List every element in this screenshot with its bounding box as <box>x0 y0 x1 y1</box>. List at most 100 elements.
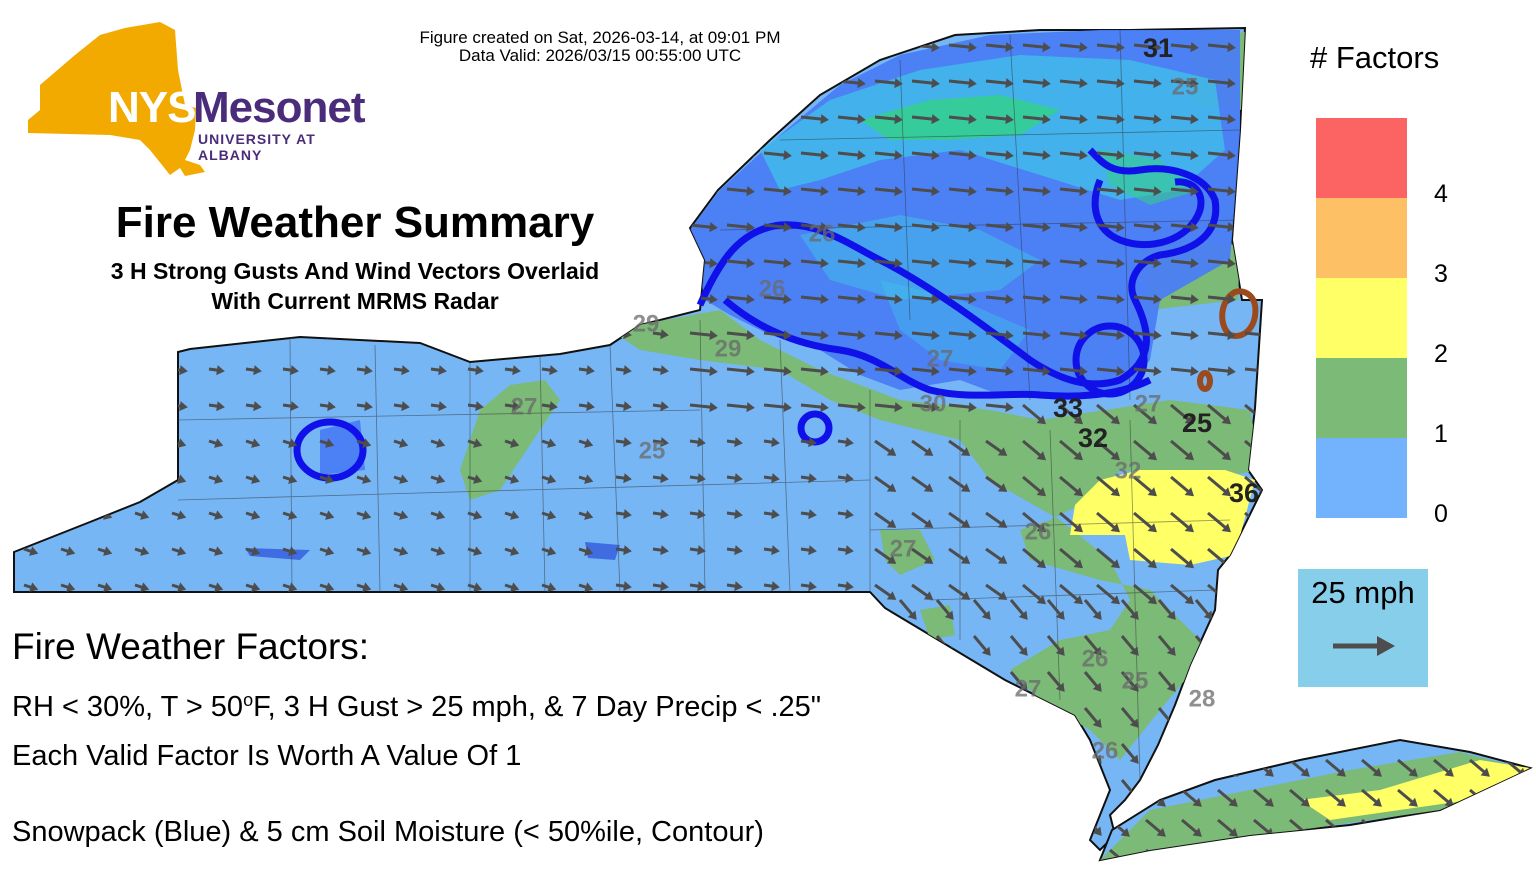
wind-vector <box>1133 42 1162 53</box>
criteria-part-2: F, 3 H Gust > 25 mph, & 7 Day Precip < .… <box>253 691 822 723</box>
wind-vector <box>763 222 792 233</box>
wind-vector <box>898 599 917 620</box>
wind-vector <box>60 329 77 340</box>
wind-vector <box>911 258 940 269</box>
legend-tick-3: 3 <box>1434 260 1448 288</box>
wind-vector <box>1096 475 1120 497</box>
wind-vector <box>1231 743 1250 764</box>
wind-vector <box>1170 294 1199 305</box>
wind-vector <box>1170 150 1199 161</box>
wind-vector <box>1022 258 1051 269</box>
wind-vector <box>1469 758 1490 777</box>
wind-vector <box>898 815 917 836</box>
legend-title: # Factors <box>1310 40 1440 75</box>
wind-vector <box>1170 403 1194 425</box>
wind-vector <box>1207 258 1236 269</box>
wind-vector <box>1133 150 1162 161</box>
wind-vector <box>800 473 817 484</box>
wind-vector <box>1059 475 1083 497</box>
wind-vector <box>1096 114 1125 125</box>
wind-vector <box>652 473 669 484</box>
wind-vector <box>1244 331 1262 337</box>
wind-vector <box>972 743 991 764</box>
wind-vector <box>504 546 520 556</box>
gust-label: 27 <box>511 393 538 420</box>
wind-vector <box>985 330 1014 341</box>
wind-vector <box>393 546 409 556</box>
wind-vector <box>896 849 920 875</box>
wind-vector <box>948 114 977 125</box>
wind-vector <box>689 581 706 592</box>
wind-vector <box>689 150 718 161</box>
wind-vector <box>1059 439 1083 461</box>
legend-tick-2: 2 <box>1434 340 1448 368</box>
wind-vector <box>1505 818 1526 837</box>
wind-vector <box>911 294 940 305</box>
wind-vector <box>1022 186 1051 197</box>
wind-vector <box>874 222 903 233</box>
wind-vector <box>874 330 903 341</box>
wind-vector <box>504 149 521 160</box>
wind-vector <box>1469 818 1490 837</box>
wind-vector <box>1133 366 1162 377</box>
wind-vector <box>282 510 298 520</box>
wind-vector <box>578 113 595 124</box>
wind-vector <box>615 473 632 484</box>
wind-vector <box>97 474 113 484</box>
wind-vector <box>1083 707 1102 728</box>
wind-vector <box>1096 403 1120 425</box>
gust-label: 26 <box>1092 737 1119 764</box>
wind-vector <box>972 599 991 620</box>
wind-vector <box>1207 366 1236 377</box>
wind-vector <box>935 779 954 800</box>
wind-vector <box>874 78 903 89</box>
wind-vector <box>985 583 1008 600</box>
wind-vector <box>319 365 336 376</box>
wind-vector <box>1096 258 1125 269</box>
wind-vector <box>1207 150 1236 161</box>
wind-vector <box>1361 758 1382 777</box>
wind-vector <box>1244 43 1262 49</box>
wind-vector <box>615 545 632 556</box>
wind-vector <box>467 510 483 520</box>
legend-swatch-2 <box>1316 278 1407 358</box>
wind-vector <box>1096 294 1125 305</box>
wind-vector <box>1170 547 1194 569</box>
wind-vector <box>1083 635 1102 656</box>
wind-vector <box>356 546 372 556</box>
wind-vector <box>393 149 410 160</box>
wind-vector <box>430 329 447 340</box>
wind-vector <box>972 707 991 728</box>
wind-vector <box>985 186 1014 197</box>
wind-vector <box>1133 258 1162 269</box>
wind-vector <box>874 186 903 197</box>
factors-criteria: RH < 30%, T > 50oF, 3 H Gust > 25 mph, &… <box>12 690 821 724</box>
wind-vector <box>1231 707 1250 728</box>
wind-vector <box>578 365 595 376</box>
wind-vector <box>972 815 991 836</box>
wind-vector <box>1059 403 1083 425</box>
gust-label: 32 <box>1078 423 1108 453</box>
wind-vector <box>763 509 780 520</box>
wind-vector <box>1207 403 1231 425</box>
wind-vector <box>800 509 817 520</box>
wind-vector <box>1244 79 1262 85</box>
wind-vector <box>60 510 76 520</box>
wind-vector <box>1022 114 1051 125</box>
wind-vector <box>689 114 718 125</box>
wind-vector <box>134 365 151 376</box>
wind-vector <box>97 582 113 592</box>
wind-vector <box>60 474 76 484</box>
legend-tick-1: 1 <box>1434 420 1448 448</box>
wind-vector <box>393 510 409 520</box>
wind-vector <box>356 365 373 376</box>
wind-vector <box>60 401 77 412</box>
wind-vector <box>1096 150 1125 161</box>
wind-vector <box>948 583 971 600</box>
wind-vector <box>393 401 410 412</box>
wind-vector <box>282 401 299 412</box>
wind-vector <box>1046 635 1065 656</box>
wind-vector <box>1046 743 1065 764</box>
wind-vector <box>874 402 903 413</box>
